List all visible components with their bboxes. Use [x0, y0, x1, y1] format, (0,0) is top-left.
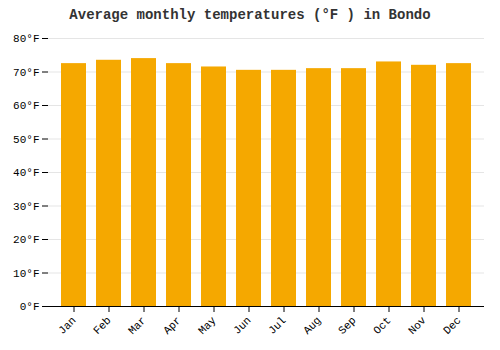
svg-text:40°F: 40°F — [13, 167, 39, 179]
svg-text:May: May — [196, 314, 219, 337]
svg-text:Aug: Aug — [301, 314, 323, 336]
svg-text:Oct: Oct — [371, 314, 393, 336]
svg-text:Sep: Sep — [336, 314, 358, 336]
svg-text:Nov: Nov — [406, 314, 429, 337]
svg-text:Dec: Dec — [441, 314, 463, 336]
svg-text:0°F: 0°F — [20, 301, 40, 313]
svg-text:10°F: 10°F — [13, 268, 39, 280]
svg-text:20°F: 20°F — [13, 234, 39, 246]
svg-text:Mar: Mar — [126, 314, 148, 336]
svg-text:70°F: 70°F — [13, 67, 39, 79]
svg-text:Jul: Jul — [266, 314, 288, 336]
svg-text:Jan: Jan — [56, 314, 78, 336]
svg-text:60°F: 60°F — [13, 100, 39, 112]
html-text:Average monthly temperatures (: Average monthly temperatures (°F ) in Bo… — [69, 7, 431, 23]
svg-text:Feb: Feb — [91, 314, 113, 336]
svg-text:80°F: 80°F — [13, 33, 39, 45]
svg-text:Apr: Apr — [161, 314, 183, 336]
svg-text:Jun: Jun — [231, 314, 253, 336]
svg-text:30°F: 30°F — [13, 201, 39, 213]
svg-text:50°F: 50°F — [13, 134, 39, 146]
